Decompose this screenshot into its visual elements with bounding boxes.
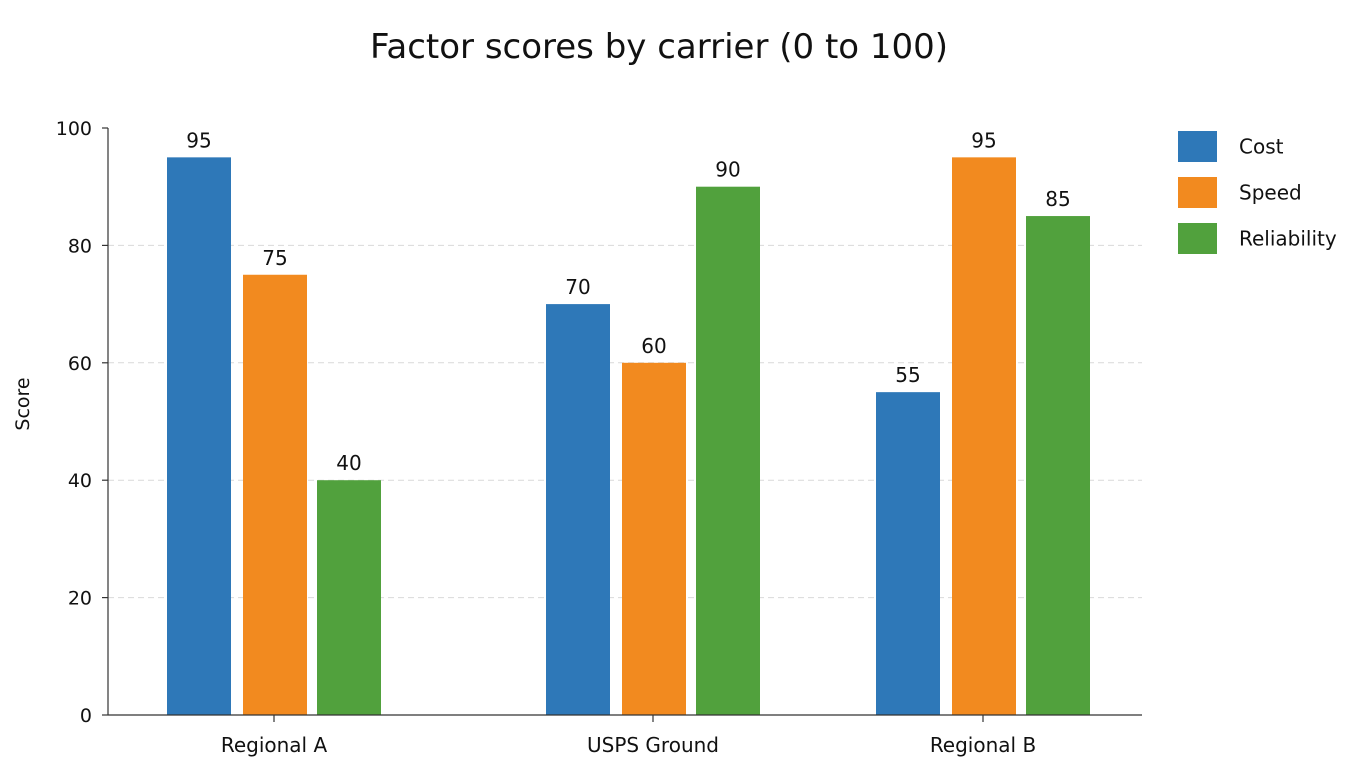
- legend-label-reliability: Reliability: [1239, 227, 1337, 251]
- bar-reliability-usps-ground: [696, 186, 760, 715]
- bar-reliability-regional-a: [317, 480, 381, 715]
- axes: [107, 128, 1142, 716]
- data-label: 75: [262, 246, 287, 270]
- y-tick-label: 80: [68, 235, 92, 257]
- x-tick-label: Regional B: [930, 733, 1036, 757]
- legend-swatch-cost: [1178, 131, 1217, 162]
- legend-swatch-speed: [1178, 177, 1217, 208]
- x-ticks: Regional A USPS Ground Regional B: [221, 715, 1036, 757]
- data-label: 90: [715, 158, 740, 182]
- chart-title: Factor scores by carrier (0 to 100): [370, 27, 948, 67]
- y-axis-label: Score: [12, 377, 34, 430]
- bar-cost-usps-ground: [546, 304, 610, 715]
- legend-label-cost: Cost: [1239, 135, 1284, 159]
- bar-cost-regional-b: [876, 392, 940, 715]
- legend-swatch-reliability: [1178, 223, 1217, 254]
- bar-speed-regional-a: [243, 274, 307, 715]
- data-label: 40: [336, 451, 361, 475]
- y-tick-label: 60: [68, 353, 92, 375]
- data-label: 70: [565, 275, 590, 299]
- x-tick-label: Regional A: [221, 733, 328, 757]
- y-tick-label: 40: [68, 470, 92, 492]
- legend-label-speed: Speed: [1239, 181, 1302, 205]
- data-label: 95: [186, 128, 211, 152]
- y-ticks: 0 20 40 60 80 100: [56, 118, 108, 727]
- data-label: 60: [641, 334, 666, 358]
- y-tick-label: 100: [56, 118, 92, 140]
- bar-speed-usps-ground: [622, 362, 686, 715]
- x-tick-label: USPS Ground: [587, 733, 719, 757]
- data-label: 95: [971, 128, 996, 152]
- bar-reliability-regional-b: [1026, 216, 1090, 716]
- data-labels: 95 75 40 70 60 90 55 95 85: [186, 128, 1070, 475]
- bars: [167, 157, 1090, 716]
- data-label: 85: [1045, 187, 1070, 211]
- y-tick-label: 20: [68, 588, 92, 610]
- legend: Cost Speed Reliability: [1178, 131, 1337, 254]
- y-tick-label: 0: [80, 705, 92, 727]
- bar-cost-regional-a: [167, 157, 231, 716]
- data-label: 55: [895, 363, 920, 387]
- bar-speed-regional-b: [952, 157, 1016, 716]
